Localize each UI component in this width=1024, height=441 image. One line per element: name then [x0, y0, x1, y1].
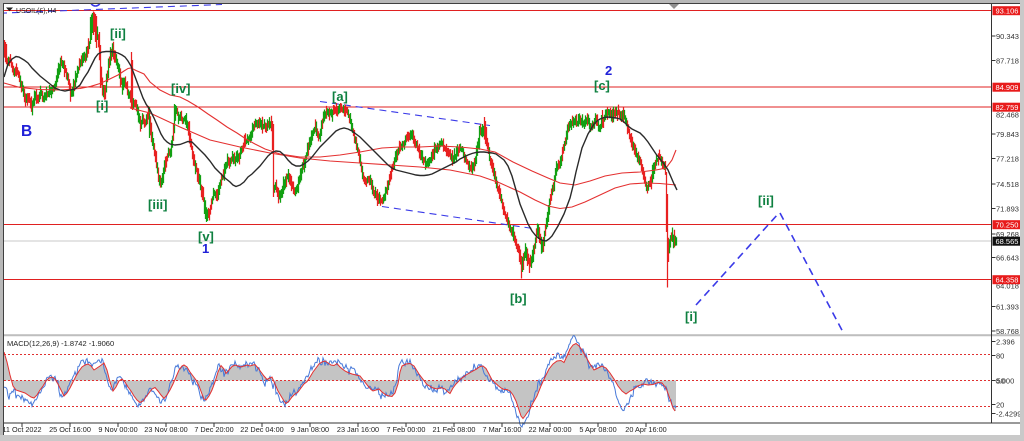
svg-text:[i]: [i] — [96, 98, 108, 113]
svg-text:69.268: 69.268 — [996, 230, 1019, 239]
svg-text:21 Feb 08:00: 21 Feb 08:00 — [432, 425, 475, 434]
svg-text:[iii]: [iii] — [148, 197, 168, 212]
svg-text:[v]: [v] — [198, 229, 214, 244]
svg-text:[ii]: [ii] — [758, 193, 774, 208]
svg-text:61.393: 61.393 — [996, 302, 1019, 311]
svg-text:[i]: [i] — [685, 309, 697, 324]
svg-text:93.106: 93.106 — [996, 7, 1019, 16]
svg-text:23 Nov 08:00: 23 Nov 08:00 — [144, 425, 187, 434]
svg-text:7 Dec 20:00: 7 Dec 20:00 — [194, 425, 233, 434]
svg-text:77.218: 77.218 — [996, 154, 1019, 163]
svg-text:0.000: 0.000 — [996, 377, 1015, 386]
svg-text:[iv]: [iv] — [171, 81, 191, 96]
svg-text:2: 2 — [605, 63, 612, 78]
svg-text:20 Apr 16:00: 20 Apr 16:00 — [625, 425, 666, 434]
svg-text:82.468: 82.468 — [996, 111, 1019, 120]
svg-text:84.909: 84.909 — [996, 83, 1019, 92]
svg-text:7 Mar 16:00: 7 Mar 16:00 — [483, 425, 522, 434]
svg-text:[c]: [c] — [594, 78, 610, 93]
svg-text:5 Apr 08:00: 5 Apr 08:00 — [579, 425, 616, 434]
svg-text:22 Mar 00:00: 22 Mar 00:00 — [529, 425, 572, 434]
svg-text:[ii]: [ii] — [110, 26, 126, 41]
svg-text:20: 20 — [996, 400, 1004, 409]
svg-text:58.768: 58.768 — [996, 327, 1019, 336]
svg-text:50: 50 — [997, 377, 1005, 386]
svg-text:79.843: 79.843 — [996, 130, 1019, 139]
svg-text:74.518: 74.518 — [996, 180, 1019, 189]
svg-text:7 Feb 00:00: 7 Feb 00:00 — [387, 425, 426, 434]
svg-text:-2.4299: -2.4299 — [996, 409, 1021, 418]
svg-text:11 Oct 2022: 11 Oct 2022 — [2, 425, 41, 434]
svg-text:B: B — [21, 123, 32, 140]
svg-text:66.643: 66.643 — [996, 253, 1019, 262]
svg-text:9 Nov 00:00: 9 Nov 00:00 — [98, 425, 137, 434]
svg-text:22 Dec 04:00: 22 Dec 04:00 — [240, 425, 283, 434]
svg-text:MACD(12,26,9) -1.8742 -1.9060: MACD(12,26,9) -1.8742 -1.9060 — [7, 339, 114, 348]
svg-text:87.718: 87.718 — [996, 56, 1019, 65]
svg-text:25 Oct 16:00: 25 Oct 16:00 — [49, 425, 91, 434]
svg-text:[b]: [b] — [510, 291, 527, 306]
svg-text:82.759: 82.759 — [996, 103, 1019, 112]
svg-text:64.018: 64.018 — [996, 282, 1019, 291]
svg-text:80: 80 — [996, 351, 1004, 360]
svg-text:9 Jan 08:00: 9 Jan 08:00 — [291, 425, 329, 434]
svg-text:68.565: 68.565 — [996, 237, 1019, 246]
svg-text:USOIL(£),H4: USOIL(£),H4 — [16, 8, 57, 15]
svg-text:90.343: 90.343 — [996, 32, 1019, 41]
svg-text:64.358: 64.358 — [996, 276, 1019, 285]
svg-text:71.893: 71.893 — [996, 204, 1019, 213]
svg-text:[a]: [a] — [332, 89, 348, 104]
svg-text:70.250: 70.250 — [996, 221, 1019, 230]
svg-text:23 Jan 16:00: 23 Jan 16:00 — [337, 425, 379, 434]
svg-text:2.396: 2.396 — [996, 337, 1015, 346]
svg-text:1: 1 — [202, 241, 209, 256]
